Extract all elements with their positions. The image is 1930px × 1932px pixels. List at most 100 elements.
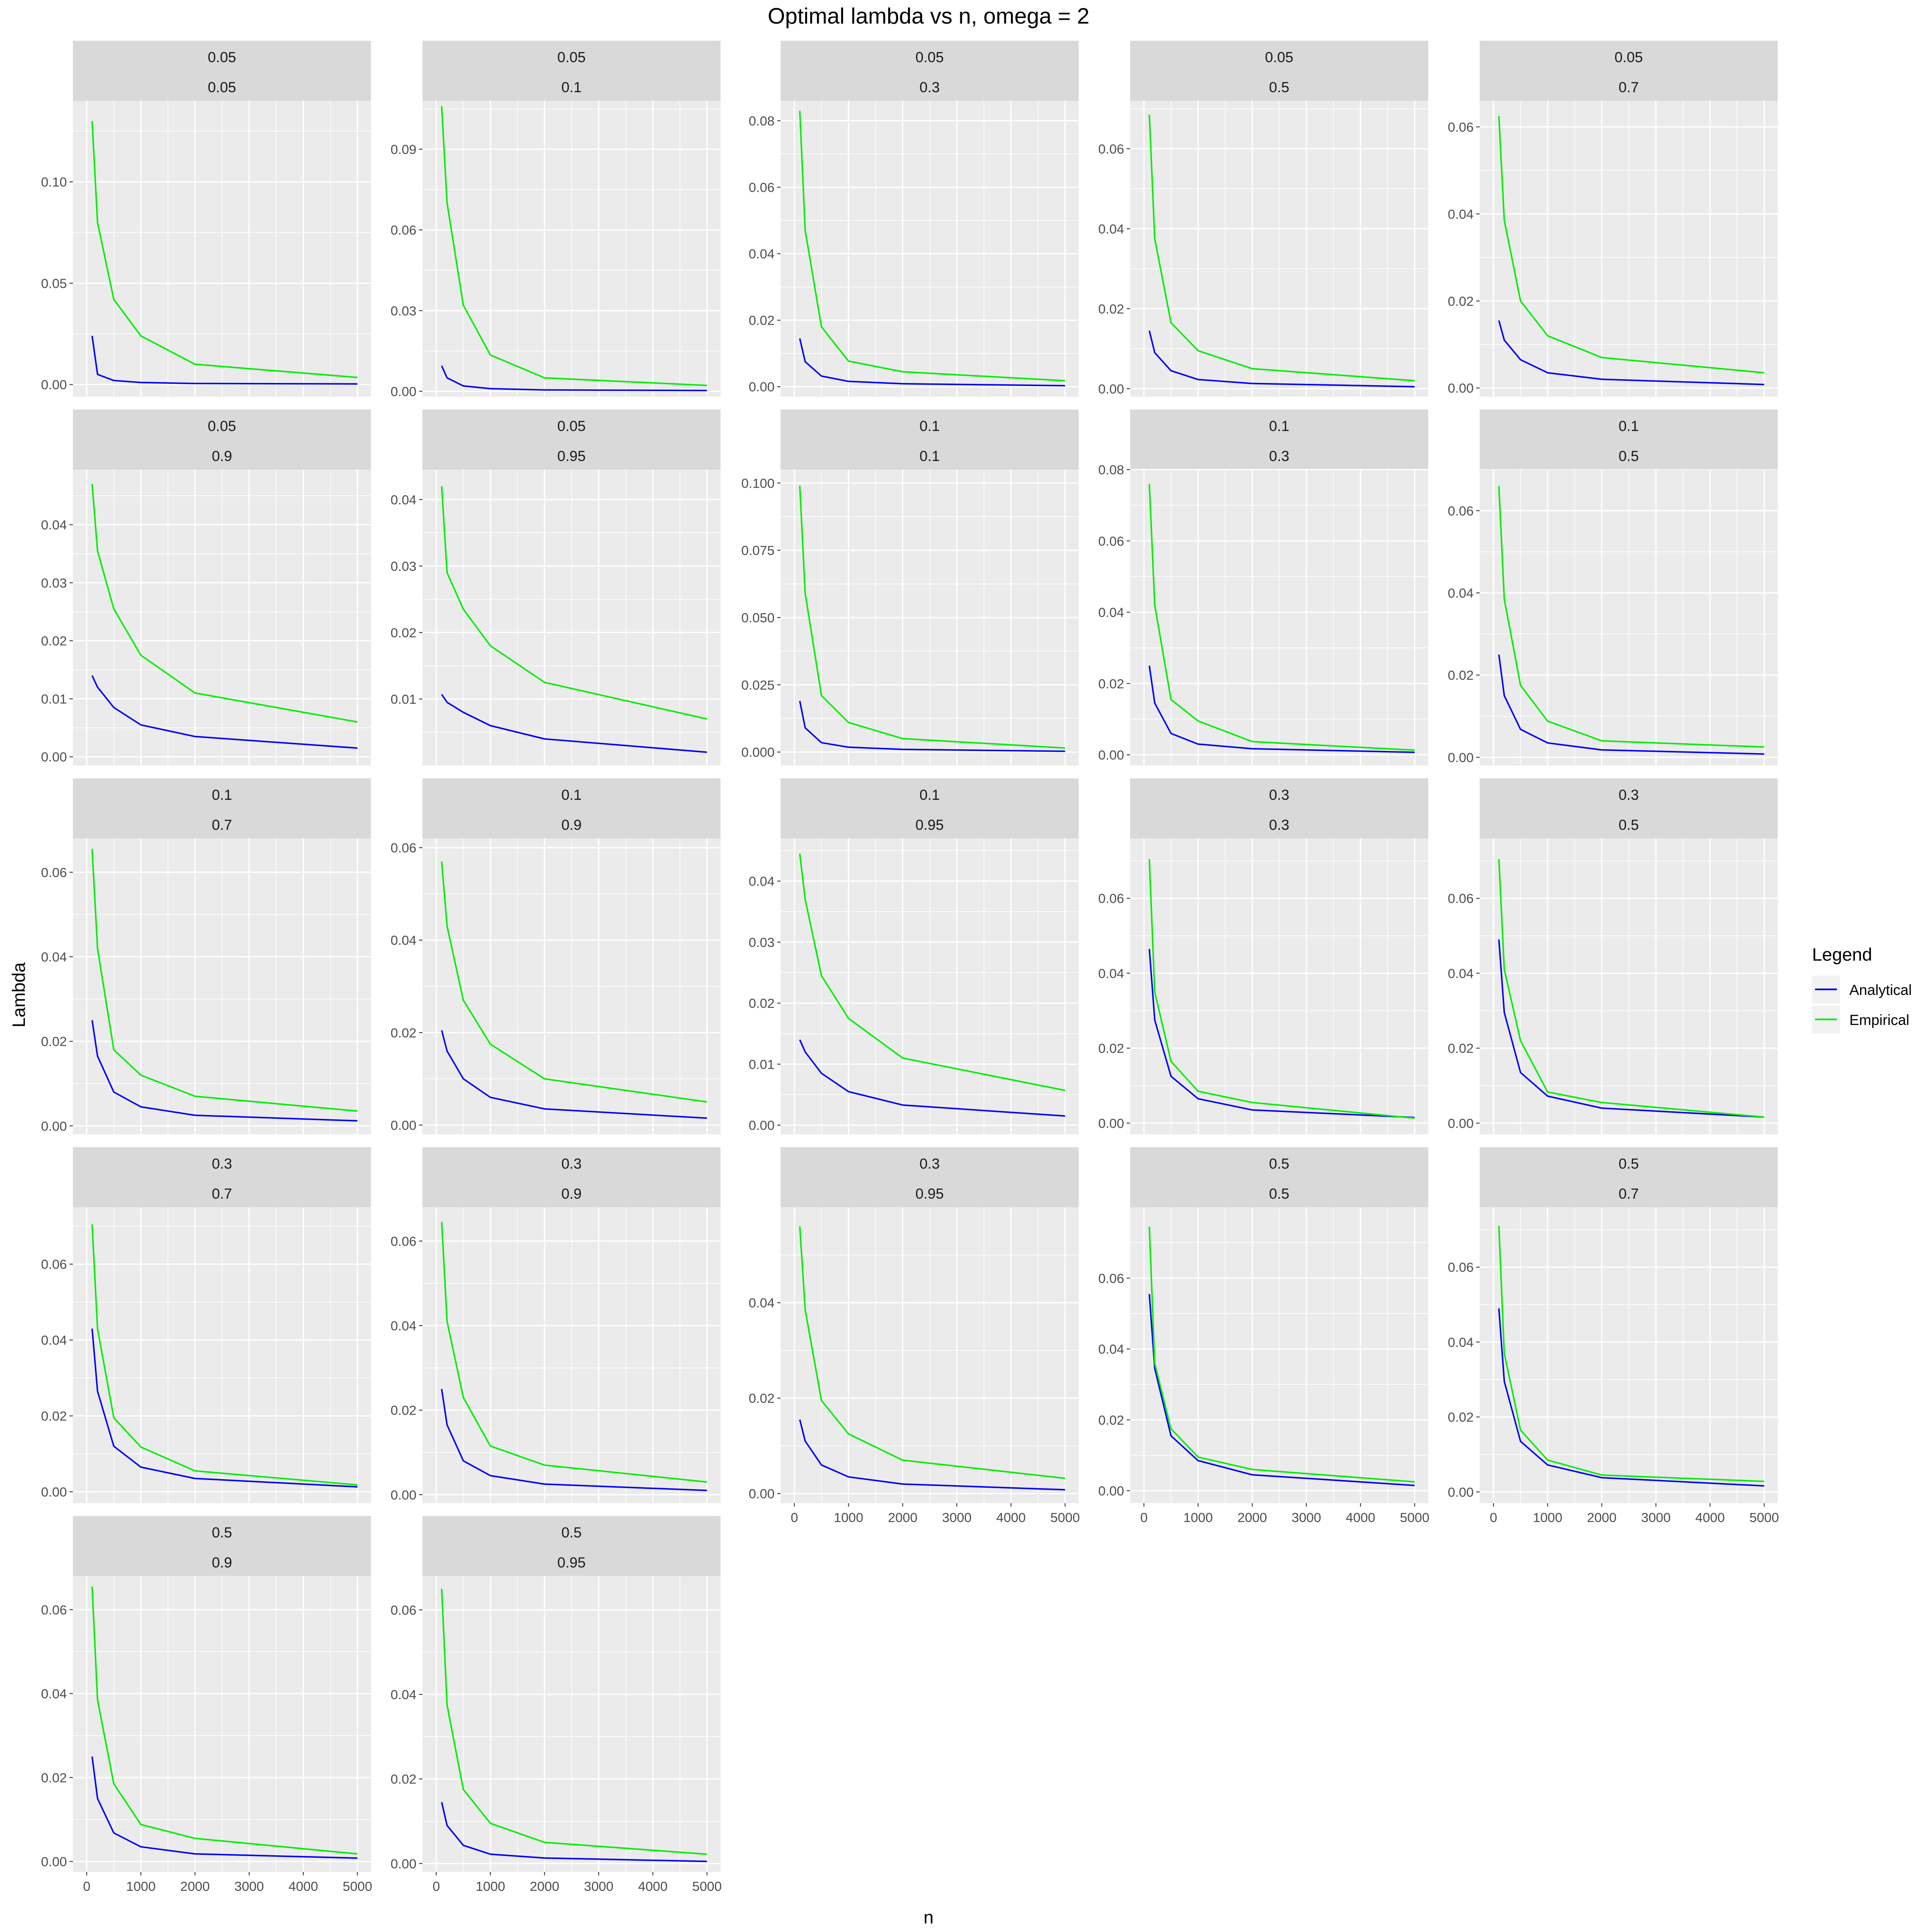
facet-strip-label: 0.1 [1619,418,1639,434]
facet-strip-label: 0.7 [212,1186,232,1202]
facet-strip-label: 0.5 [1619,817,1639,833]
x-tick-label: 1000 [1183,1510,1213,1525]
y-tick-label: 0.04 [1098,605,1124,620]
y-tick-label: 0.00 [1098,1116,1124,1131]
y-tick-label: 0.04 [41,949,67,964]
facet-panel: 0.5 0.7 0.00 0.02 0.04 0.06 0 1000 2000 3000 4000 5… [1448,1147,1779,1525]
x-tick-label: 3000 [234,1879,264,1894]
x-tick-label: 4000 [289,1879,318,1894]
y-tick-label: 0.03 [391,559,416,574]
y-tick-label: 0.00 [41,1484,67,1499]
y-tick-label: 0.04 [749,874,775,889]
facet-strip-label: 0.3 [212,1156,232,1172]
y-tick-label: 0.04 [1448,586,1474,601]
y-tick-label: 0.00 [41,377,67,392]
facet-panel: 0.1 0.5 0.00 0.02 0.04 0.06 [1448,410,1778,766]
y-tick-label: 0.04 [391,1318,416,1333]
y-tick-label: 0.00 [1448,1116,1474,1131]
y-tick-label: 0.02 [41,1770,67,1785]
empirical-series-line [799,853,1065,1091]
y-tick-label: 0.06 [41,1257,67,1272]
facet-panel: 0.3 0.7 0.00 0.02 0.04 0.06 [41,1147,371,1503]
analytical-series-line [799,1419,1065,1491]
x-tick-label: 4000 [996,1510,1026,1525]
facet-strip [422,1147,721,1207]
x-tick-label: 3000 [1641,1510,1671,1525]
facet-strip-label: 0.3 [920,1156,940,1172]
analytical-series-line [441,1389,707,1492]
facet-strip-label: 0.1 [920,448,940,464]
analytical-series-line [1498,320,1764,386]
empirical-series-line [91,849,358,1112]
x-tick-label: 5000 [343,1879,372,1894]
y-tick-label: 0.02 [1448,1410,1474,1425]
facet-panel: 0.3 0.95 0.00 0.02 0.04 0 1000 2000 3000 4000 5000 [749,1147,1080,1525]
analytical-series-line [441,694,707,753]
analytical-series-line [441,1030,707,1119]
y-tick-label: 0.06 [1448,891,1474,906]
facet-panel: 0.05 0.5 0.00 0.02 0.04 0.06 [1098,41,1428,397]
y-tick-label: 0.02 [1448,294,1474,309]
facet-panel: 0.1 0.1 0.000 0.025 0.050 0.075 0.100 [741,410,1079,766]
y-tick-label: 0.04 [391,492,416,507]
facet-strip-label: 0.05 [208,49,236,66]
facet-strip-label: 0.05 [1614,49,1643,66]
empirical-series-line [441,861,707,1103]
y-tick-label: 0.00 [1098,381,1124,396]
y-tick-label: 0.00 [41,1118,67,1133]
y-tick-label: 0.04 [749,1296,775,1311]
facet-strip-label: 0.5 [212,1525,232,1541]
analytical-series-line [91,675,358,749]
y-tick-label: 0.08 [749,114,775,129]
empirical-series-line [1149,115,1415,382]
facet-strip [1130,410,1428,470]
y-tick-label: 0.10 [41,175,67,190]
y-tick-label: 0.02 [749,1391,775,1406]
x-tick-label: 2000 [888,1510,917,1525]
y-tick-label: 0.000 [741,745,775,760]
facet-strip [422,778,721,838]
y-tick-label: 0.02 [1098,676,1124,691]
y-tick-label: 0.06 [1448,120,1474,135]
empirical-series-line [441,1588,707,1855]
y-tick-label: 0.02 [1448,668,1474,683]
facet-panel: 0.1 0.95 0.00 0.01 0.02 0.03 0.04 [749,778,1079,1134]
empirical-series-line [1149,484,1415,751]
facet-panel: 0.3 0.5 0.00 0.02 0.04 0.06 [1448,778,1778,1134]
legend: Legend Analytical Empirical [1812,944,1912,1034]
facet-strip-label: 0.3 [561,1156,582,1172]
y-tick-label: 0.00 [749,1118,775,1133]
y-tick-label: 0.00 [41,750,67,765]
x-tick-label: 5000 [692,1879,722,1894]
empirical-series-line [91,121,358,378]
facet-strip-label: 0.9 [561,1186,582,1202]
x-tick-label: 1000 [1533,1510,1562,1525]
facet-panel: 0.05 0.9 0.00 0.01 0.02 0.03 0.04 [41,410,371,766]
facet-panel: 0.3 0.9 0.00 0.02 0.04 0.06 [391,1147,721,1503]
y-tick-label: 0.06 [391,1603,416,1618]
facet-strip-label: 0.05 [557,49,585,66]
x-tick-label: 5000 [1400,1510,1429,1525]
facet-strip [1480,1147,1778,1207]
x-tick-label: 1000 [834,1510,863,1525]
facet-strip-label: 0.5 [1269,79,1289,96]
y-tick-label: 0.06 [749,180,775,195]
facet-panel: 0.05 0.05 0.00 0.05 0.10 [41,41,371,397]
y-tick-label: 0.00 [749,1486,775,1501]
facet-panel: 0.1 0.7 0.00 0.02 0.04 0.06 [41,778,371,1134]
facet-strip [73,410,371,470]
facet-strip [781,41,1079,101]
x-tick-label: 0 [1140,1510,1148,1525]
facet-strip-label: 0.7 [212,817,232,833]
facet-strip-label: 0.5 [561,1525,582,1541]
y-tick-label: 0.06 [41,865,67,880]
y-tick-label: 0.00 [1098,1483,1124,1498]
analytical-series-line [441,1802,707,1863]
x-tick-label: 4000 [1695,1510,1725,1525]
facet-strip-label: 0.5 [1269,1186,1289,1202]
facet-strip-label: 0.1 [1269,418,1289,434]
y-tick-label: 0.04 [1098,1342,1124,1357]
y-tick-label: 0.04 [1448,207,1474,222]
y-tick-label: 0.06 [1098,1271,1124,1286]
y-tick-label: 0.02 [1098,1413,1124,1428]
